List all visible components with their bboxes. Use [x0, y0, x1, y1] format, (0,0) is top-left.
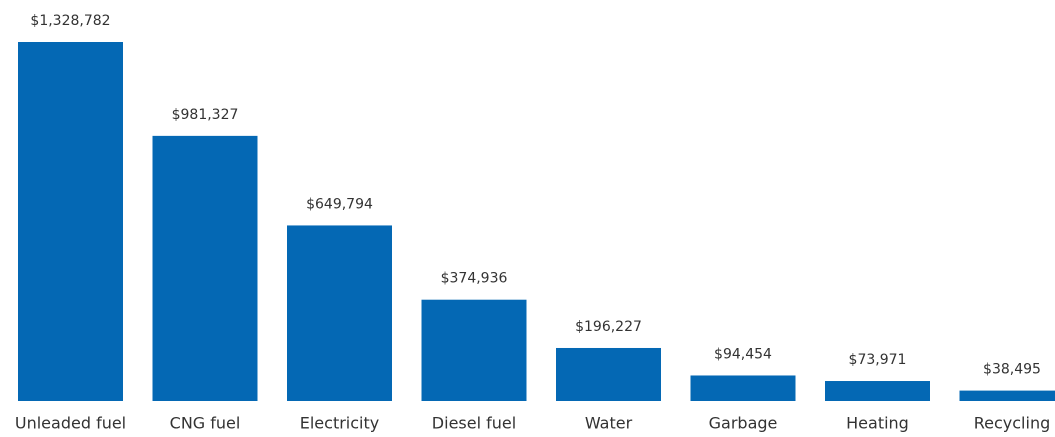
value-label: $38,495: [983, 362, 1041, 378]
bar: [959, 390, 1055, 401]
value-label: $374,936: [441, 271, 508, 287]
bar: [18, 42, 123, 401]
bar: [690, 375, 796, 401]
x-tick-label: Garbage: [709, 414, 778, 433]
x-tick-label: CNG fuel: [170, 414, 241, 433]
x-tick-label: Diesel fuel: [432, 414, 516, 433]
value-label: $649,794: [306, 196, 373, 212]
bar: [152, 135, 258, 402]
bar: [825, 381, 930, 401]
x-tick-label: Heating: [846, 414, 909, 433]
value-label: $94,454: [714, 346, 772, 362]
bar: [556, 347, 661, 401]
x-tick-label: Unleaded fuel: [15, 414, 126, 433]
x-tick-label: Water: [585, 414, 633, 433]
value-label: $1,328,782: [30, 13, 110, 29]
x-tick-label: Recycling: [974, 414, 1051, 433]
value-label: $981,327: [172, 107, 239, 123]
bar: [421, 299, 527, 401]
value-label: $196,227: [575, 319, 642, 335]
bar: [287, 225, 392, 401]
x-tick-label: Electricity: [300, 414, 379, 433]
value-label: $73,971: [849, 352, 907, 368]
